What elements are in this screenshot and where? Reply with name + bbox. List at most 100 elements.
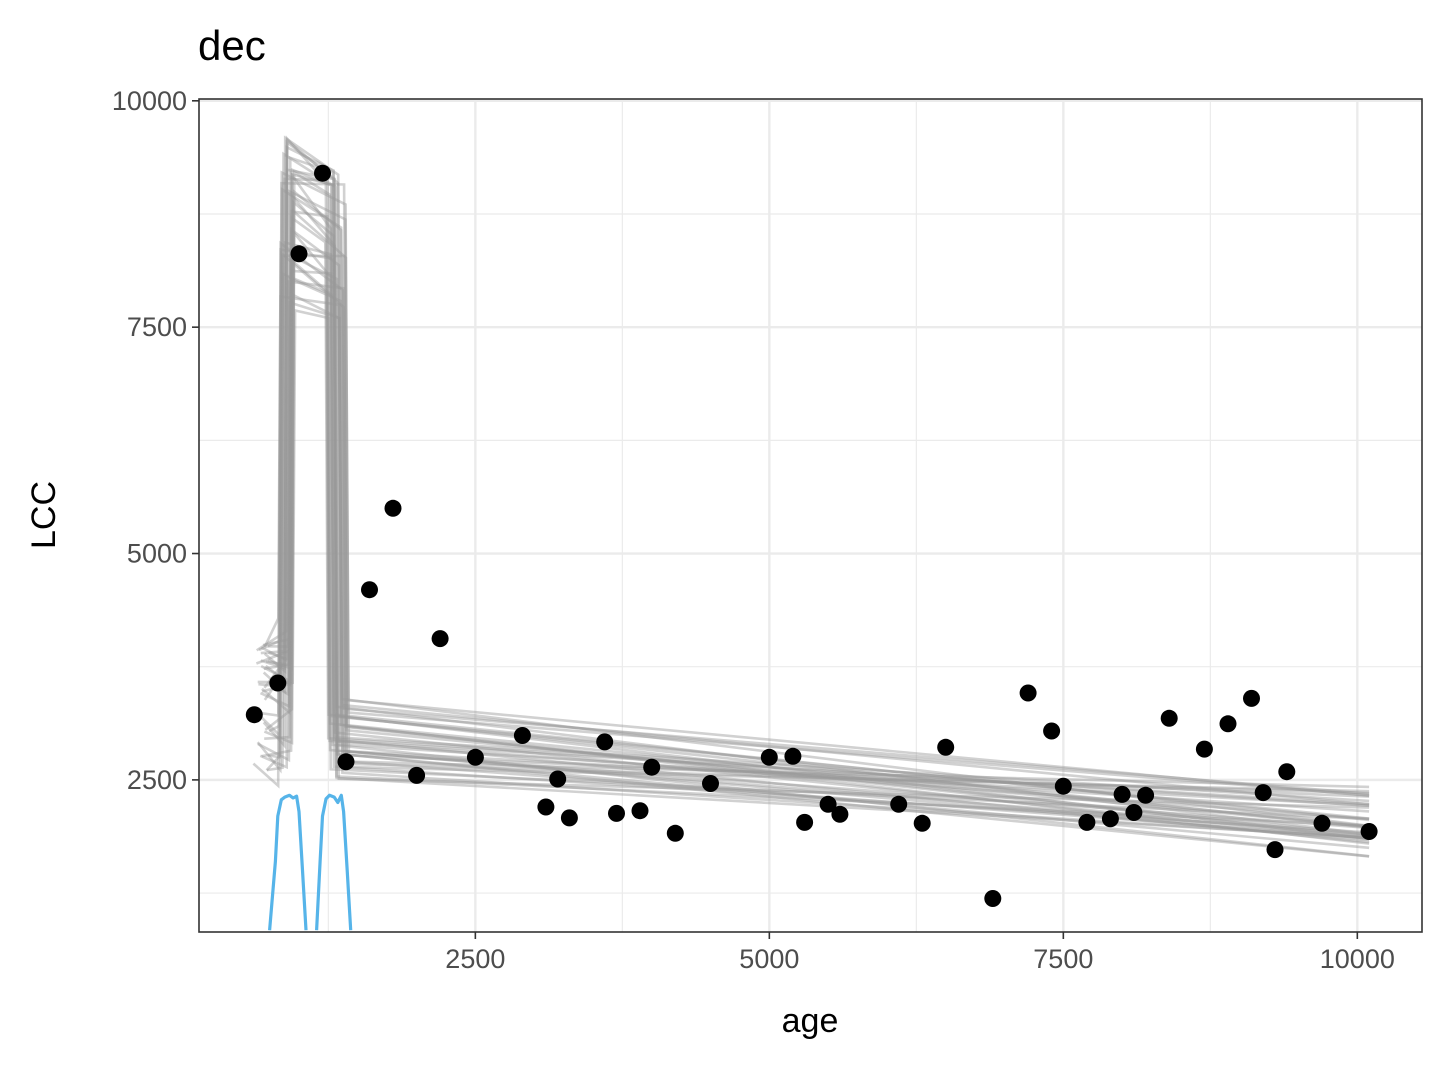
y-tick-label: 7500 xyxy=(127,312,187,342)
ensemble-line xyxy=(252,240,1370,838)
ensemble-line xyxy=(260,208,1370,858)
data-point xyxy=(408,766,426,784)
data-point xyxy=(784,747,802,765)
data-point xyxy=(537,798,555,816)
ensemble-line xyxy=(264,189,1370,795)
x-tick-label: 2500 xyxy=(445,944,505,974)
data-point xyxy=(702,775,719,792)
data-point xyxy=(937,738,955,756)
ensemble-line xyxy=(266,240,1370,822)
ensemble-line xyxy=(265,170,1370,798)
ensemble-line xyxy=(263,170,1370,858)
data-point xyxy=(560,809,578,827)
data-point xyxy=(1243,689,1260,707)
data-point xyxy=(1195,740,1213,758)
ensemble-line xyxy=(261,308,1370,820)
ensemble-line xyxy=(257,257,1370,830)
x-axis-title: age xyxy=(782,1002,839,1040)
x-tick-label: 10000 xyxy=(1320,944,1395,974)
ensemble-line xyxy=(263,135,1370,845)
data-point xyxy=(819,795,837,813)
data-points xyxy=(245,164,1378,907)
ensemble-line xyxy=(260,275,1370,796)
y-tick-label: 5000 xyxy=(127,539,187,569)
density-curve xyxy=(315,793,353,931)
ensemble-lines xyxy=(252,135,1370,858)
y-tick-label: 2500 xyxy=(127,765,187,795)
data-point xyxy=(631,802,649,820)
panel-background xyxy=(199,99,1422,932)
ensemble-line xyxy=(264,167,1370,803)
data-point xyxy=(890,795,908,813)
data-point xyxy=(1125,804,1143,821)
density-curves xyxy=(268,793,353,931)
data-point xyxy=(314,164,331,182)
data-point xyxy=(1219,715,1237,733)
x-tick-label: 7500 xyxy=(1033,944,1093,974)
ensemble-line xyxy=(259,189,1370,797)
ensemble-line xyxy=(265,300,1370,840)
y-axis-title: LCC xyxy=(25,481,63,549)
chart-title: dec xyxy=(198,22,266,69)
ensemble-line xyxy=(261,227,1370,806)
data-point xyxy=(431,630,449,648)
x-axis: 2500 5000 7500 10000 xyxy=(445,932,1395,974)
ensemble-line xyxy=(268,155,1370,828)
data-point xyxy=(1019,684,1037,702)
ensemble-line xyxy=(267,253,1370,813)
ensemble-line xyxy=(268,250,1370,839)
data-point xyxy=(596,733,614,751)
ensemble-line xyxy=(263,137,1370,829)
ensemble-line xyxy=(260,168,1370,834)
data-point xyxy=(608,804,625,822)
ensemble-line xyxy=(267,229,1370,837)
ensemble-line xyxy=(267,291,1370,807)
data-point xyxy=(1254,784,1272,802)
data-point xyxy=(1313,814,1331,832)
y-tick-label: 10000 xyxy=(112,86,187,116)
data-point xyxy=(831,805,849,823)
data-point xyxy=(1360,823,1378,840)
ensemble-line xyxy=(261,199,1370,850)
data-point xyxy=(913,814,931,832)
data-point xyxy=(1278,763,1296,781)
ensemble-line xyxy=(258,151,1370,809)
x-tick-label: 5000 xyxy=(739,944,799,974)
ensemble-line xyxy=(263,170,1370,844)
data-point xyxy=(1137,786,1155,804)
data-point xyxy=(1113,785,1131,803)
data-point xyxy=(549,770,567,788)
data-point xyxy=(1266,841,1284,859)
data-point xyxy=(760,748,778,766)
data-point xyxy=(384,499,402,517)
data-point xyxy=(1043,722,1061,740)
data-point xyxy=(269,674,287,692)
ensemble-line xyxy=(268,187,1370,842)
y-axis: 2500 5000 7500 10000 xyxy=(112,86,199,795)
density-curve xyxy=(268,793,308,931)
data-point xyxy=(290,245,308,263)
data-point xyxy=(245,706,263,724)
data-point xyxy=(466,748,484,766)
data-point xyxy=(513,727,531,744)
data-point xyxy=(337,753,355,771)
grid-minor xyxy=(199,99,1422,932)
data-point xyxy=(1101,810,1119,828)
data-point xyxy=(361,581,378,599)
data-point xyxy=(666,824,684,842)
data-point xyxy=(1160,709,1178,727)
ensemble-line xyxy=(253,254,1370,829)
panel-border xyxy=(198,98,1423,933)
data-point xyxy=(1054,777,1072,795)
ensemble-line xyxy=(255,280,1370,789)
ensemble-line xyxy=(256,271,1370,821)
data-point xyxy=(1078,813,1096,831)
data-point xyxy=(984,890,1002,907)
ensemble-line xyxy=(262,145,1370,839)
data-point xyxy=(796,813,814,831)
data-point xyxy=(643,758,661,776)
ensemble-line xyxy=(252,295,1370,828)
ensemble-line xyxy=(260,139,1370,806)
ensemble-line xyxy=(262,193,1370,798)
